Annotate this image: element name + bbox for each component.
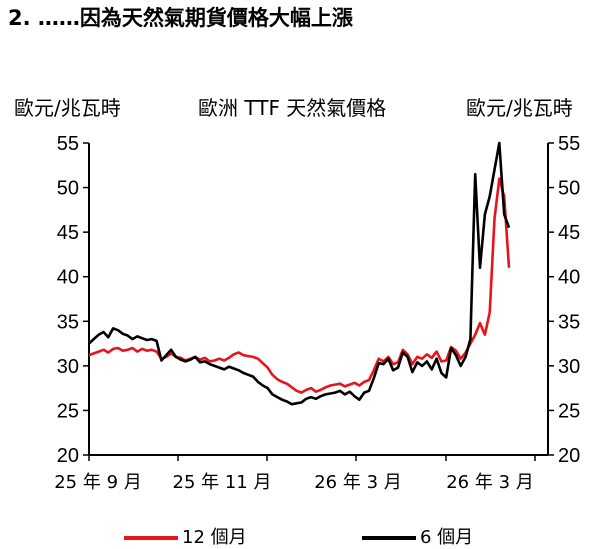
legend-label-12-month: 12 個月 [182, 527, 247, 548]
legend-label-6-month: 6 個月 [420, 527, 474, 548]
y-tick-label-right: 25 [558, 400, 580, 422]
x-tick-label: 26 年 3 月 [446, 472, 534, 493]
legend-item-6-month: 6 個月 [362, 523, 473, 549]
legend-item-12-month: 12 個月 [124, 523, 247, 549]
y-tick-label-left: 20 [57, 445, 79, 467]
y-tick-label-left: 45 [57, 222, 79, 244]
y-tick-label-left: 50 [57, 178, 79, 200]
x-tick-label: 26 年 3 月 [314, 472, 402, 493]
y-tick-label-left: 55 [57, 133, 79, 155]
y-tick-label-left: 25 [57, 400, 79, 422]
y-tick-label-right: 45 [558, 222, 580, 244]
legend-swatch-red [124, 536, 178, 540]
y-tick-label-left: 30 [57, 356, 79, 378]
y-tick-label-right: 50 [558, 178, 580, 200]
y-tick-label-right: 20 [558, 445, 580, 467]
y-tick-label-right: 35 [558, 311, 580, 333]
chart-title: 歐洲 TTF 天然氣價格 [198, 96, 387, 120]
y-tick-label-right: 40 [558, 267, 580, 289]
y-axis-right-unit: 歐元/兆瓦時 [466, 96, 573, 120]
x-tick-label: 25 年 9 月 [54, 472, 142, 493]
y-tick-label-right: 30 [558, 356, 580, 378]
y-tick-label-left: 40 [57, 267, 79, 289]
series-line-6-month [88, 141, 511, 406]
page-heading: 2. ……因為天然氣期貨價格大幅上漲 [8, 6, 353, 30]
y-tick-label-left: 35 [57, 311, 79, 333]
legend-swatch-black [362, 536, 416, 540]
series-line-12-month [88, 177, 511, 394]
y-tick-label-right: 55 [558, 133, 580, 155]
y-axis-left-unit: 歐元/兆瓦時 [14, 96, 121, 120]
x-tick-label: 25 年 11 月 [173, 472, 272, 493]
